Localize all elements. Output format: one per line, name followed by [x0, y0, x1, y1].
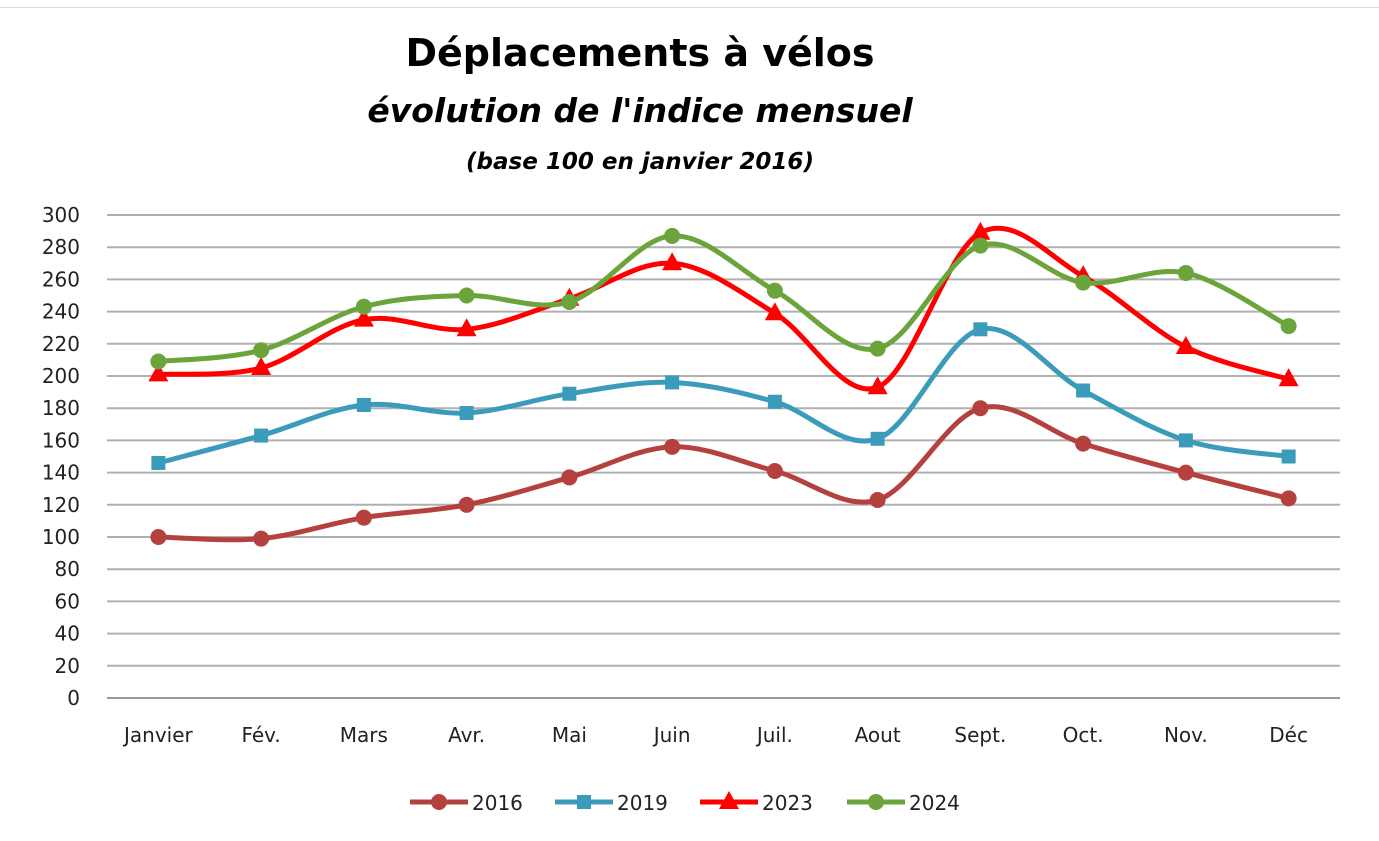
y-tick-label: 240: [42, 300, 80, 324]
data-point-2023: [456, 318, 477, 337]
data-point-2024: [355, 298, 372, 315]
data-point-2016: [1177, 464, 1194, 481]
data-point-2023: [970, 221, 991, 240]
data-point-2019: [356, 397, 371, 412]
y-tick-label: 200: [42, 364, 80, 388]
data-point-2019: [151, 455, 166, 470]
data-point-2024: [972, 237, 989, 254]
legend-marker: [719, 791, 739, 809]
series-2024: [150, 227, 1297, 370]
data-point-2024: [869, 340, 886, 357]
x-tick-label: Avr.: [448, 723, 485, 747]
x-tick-label: Mai: [552, 723, 587, 747]
y-tick-label: 180: [42, 396, 80, 420]
data-point-2016: [1075, 435, 1092, 452]
legend-label: 2016: [472, 791, 523, 815]
data-point-2024: [458, 287, 475, 304]
data-point-2016: [766, 462, 783, 479]
legend-item-2023: 2023: [700, 791, 813, 815]
data-point-2024: [1177, 264, 1194, 281]
y-tick-label: 40: [55, 622, 80, 646]
x-tick-label: Oct.: [1063, 723, 1104, 747]
series-line-2023: [158, 225, 1290, 392]
data-point-2016: [253, 530, 270, 547]
y-tick-label: 300: [42, 203, 80, 227]
x-tick-label: Nov.: [1164, 723, 1208, 747]
y-tick-label: 160: [42, 428, 80, 452]
x-tick-label: Aout: [855, 723, 901, 747]
data-point-2019: [1076, 383, 1091, 398]
y-tick-label: 100: [42, 525, 80, 549]
x-tick-label: Juin: [652, 723, 691, 747]
data-point-2019: [973, 322, 988, 337]
data-point-2016: [972, 400, 989, 417]
x-tick-label: Fév.: [241, 723, 280, 747]
data-point-2019: [459, 406, 474, 421]
chart-subtitle: évolution de l'indice mensuel: [367, 91, 913, 130]
legend-item-2019: 2019: [555, 791, 668, 815]
top-border: [0, 7, 1379, 8]
series-line-2019: [157, 325, 1290, 466]
data-point-2019: [665, 375, 680, 390]
y-tick-label: 220: [42, 332, 80, 356]
data-point-2019: [254, 428, 269, 443]
data-point-2023: [1278, 368, 1299, 387]
legend-label: 2019: [617, 791, 668, 815]
series-2019: [151, 322, 1296, 470]
legend-marker: [868, 794, 884, 810]
data-point-2023: [662, 252, 683, 271]
data-point-2023: [867, 376, 888, 395]
data-point-2024: [561, 293, 578, 310]
legend-item-2024: 2024: [847, 791, 960, 815]
x-tick-label: Sept.: [954, 723, 1006, 747]
x-tick-label: Mars: [340, 723, 388, 747]
y-tick-label: 120: [42, 493, 80, 517]
data-point-2019: [870, 431, 885, 446]
data-point-2016: [664, 438, 681, 455]
x-tick-label: Juil.: [755, 723, 793, 747]
data-point-2016: [150, 529, 167, 545]
data-point-2019: [767, 394, 782, 409]
y-tick-label: 20: [55, 654, 80, 678]
legend-label: 2024: [909, 791, 960, 815]
y-tick-label: 0: [67, 686, 80, 710]
data-point-2016: [869, 491, 886, 508]
data-point-2016: [1280, 490, 1297, 507]
chart-title: Déplacements à vélos: [405, 31, 874, 75]
y-tick-label: 260: [42, 267, 80, 291]
legend-marker: [577, 795, 591, 809]
data-point-2024: [1280, 318, 1297, 335]
legend-marker: [431, 794, 447, 810]
legend-label: 2023: [762, 791, 813, 815]
data-point-2024: [1075, 274, 1092, 291]
series-2016: [150, 400, 1297, 547]
chart-subtitle-base: (base 100 en janvier 2016): [466, 149, 814, 175]
data-point-2024: [253, 342, 270, 359]
y-tick-label: 60: [55, 589, 80, 613]
y-tick-label: 80: [55, 557, 80, 581]
data-point-2024: [664, 227, 681, 244]
y-tick-label: 280: [42, 235, 80, 259]
y-tick-label: 140: [42, 461, 80, 485]
data-point-2019: [1178, 433, 1193, 448]
data-point-2023: [251, 356, 272, 375]
data-point-2024: [150, 353, 167, 370]
data-point-2023: [1175, 336, 1196, 355]
data-point-2016: [561, 469, 578, 486]
data-point-2023: [148, 363, 169, 382]
data-point-2016: [355, 509, 372, 526]
x-tick-label: Janvier: [122, 723, 194, 747]
data-point-2019: [1281, 449, 1296, 464]
legend-item-2016: 2016: [410, 791, 523, 815]
data-point-2023: [764, 302, 785, 321]
data-point-2023: [353, 308, 374, 327]
data-point-2016: [458, 496, 475, 513]
data-point-2019: [562, 386, 577, 401]
x-tick-label: Déc: [1269, 723, 1308, 747]
data-point-2024: [766, 282, 783, 299]
